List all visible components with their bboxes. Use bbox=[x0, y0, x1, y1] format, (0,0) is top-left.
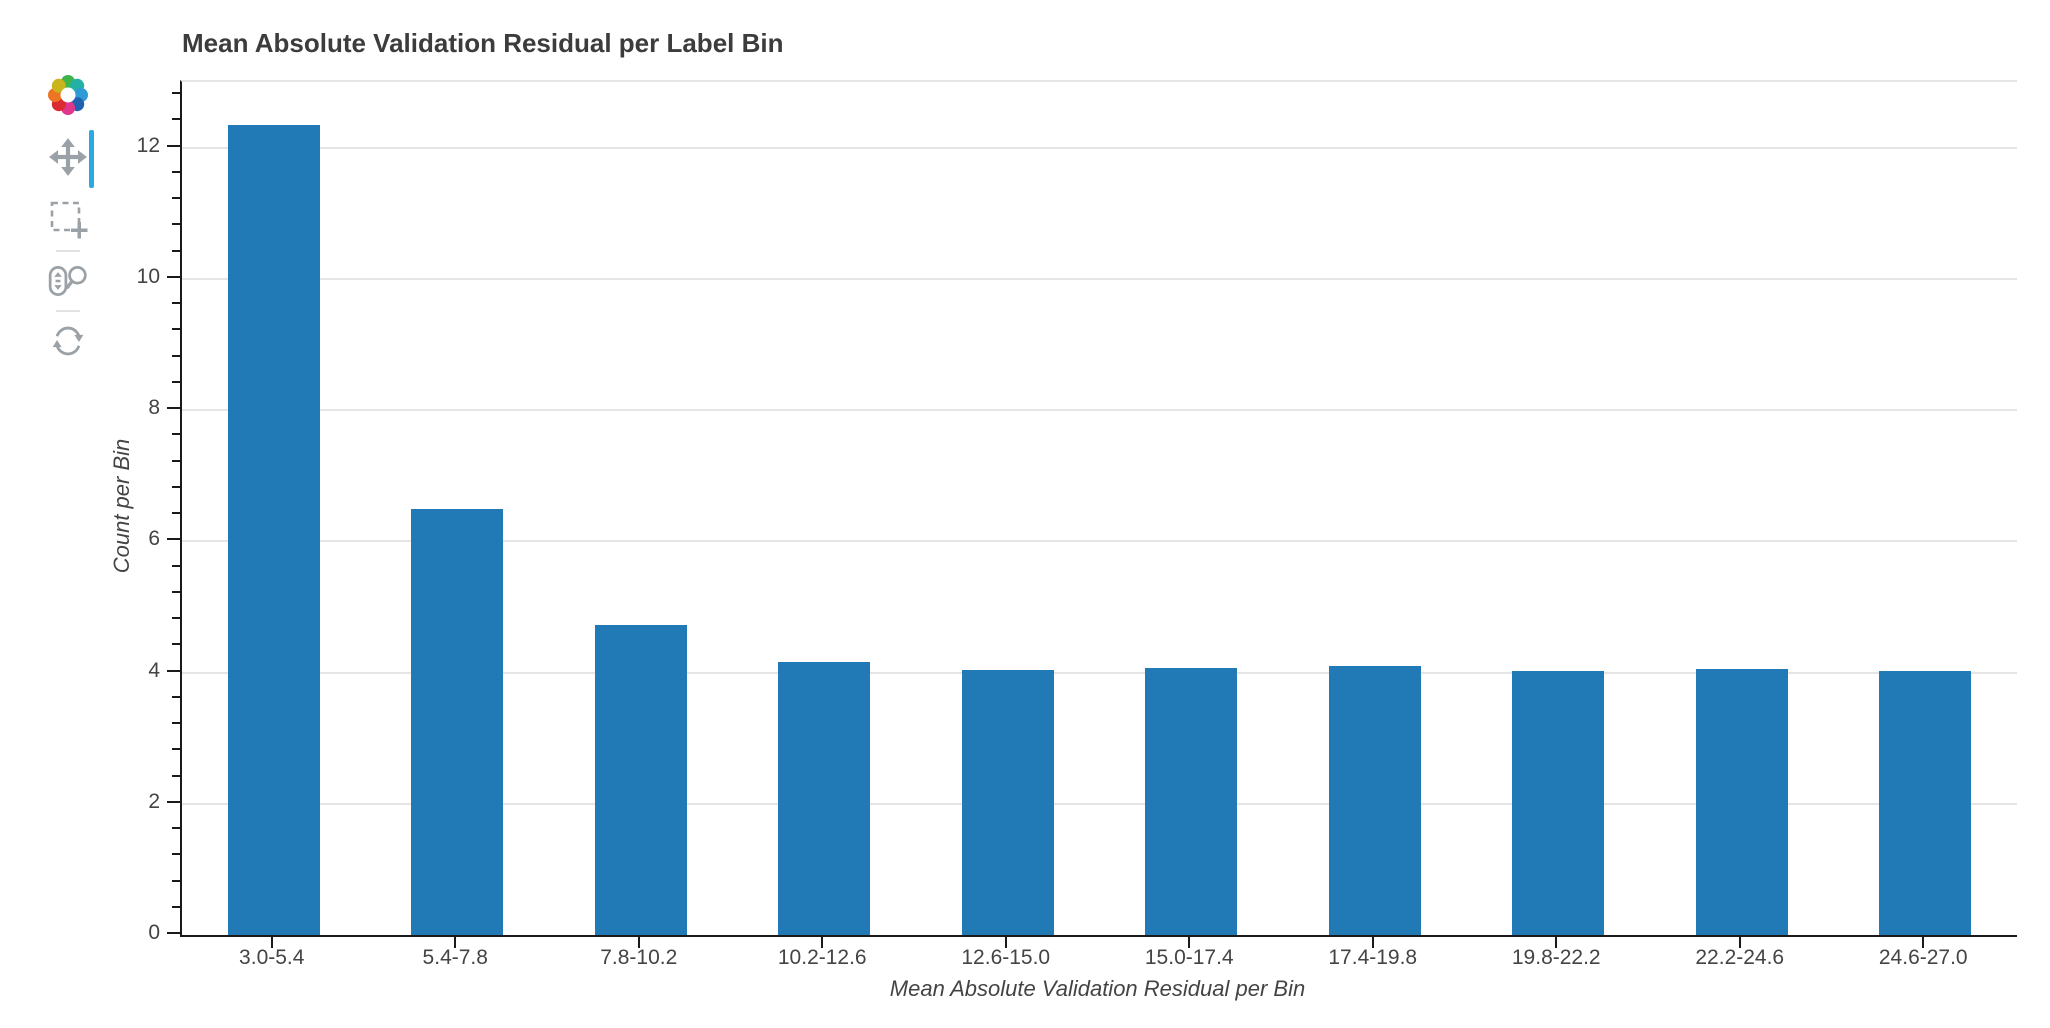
x-tick-label: 5.4-7.8 bbox=[422, 946, 488, 969]
y-minor-tick bbox=[172, 197, 180, 200]
y-tick-label: 2 bbox=[148, 789, 160, 813]
y-minor-tick bbox=[172, 827, 180, 829]
x-tick-label: 22.2-24.6 bbox=[1695, 946, 1785, 969]
bar bbox=[1879, 670, 1972, 935]
y-minor-tick bbox=[172, 118, 180, 121]
y-minor-tick bbox=[172, 774, 180, 777]
x-major-tick bbox=[1004, 935, 1007, 948]
x-major-tick bbox=[1922, 935, 1925, 948]
y-minor-tick bbox=[172, 590, 180, 593]
y-tick-label: 4 bbox=[148, 658, 160, 682]
bokeh-logo[interactable] bbox=[47, 74, 89, 116]
y-minor-tick bbox=[172, 617, 180, 620]
y-minor-tick bbox=[172, 879, 180, 882]
bar bbox=[1695, 669, 1788, 935]
x-major-tick bbox=[1188, 935, 1191, 948]
x-tick-label: 17.4-19.8 bbox=[1328, 946, 1418, 969]
x-tick-label: 12.6-15.0 bbox=[961, 946, 1051, 969]
y-major-tick bbox=[167, 538, 180, 541]
box-zoom-tool-button[interactable] bbox=[47, 198, 89, 240]
y-minor-tick bbox=[172, 695, 180, 698]
y-major-tick bbox=[167, 669, 180, 672]
y-minor-tick bbox=[172, 92, 180, 95]
x-tick-label: 24.6-27.0 bbox=[1878, 946, 1968, 969]
plot-canvas[interactable] bbox=[180, 80, 2017, 937]
gridline bbox=[182, 277, 2017, 280]
active-tool-indicator bbox=[89, 130, 94, 188]
x-major-tick bbox=[454, 935, 457, 948]
y-minor-tick bbox=[172, 459, 180, 462]
y-tick-label: 12 bbox=[136, 133, 160, 157]
y-minor-tick bbox=[172, 170, 180, 173]
gridline bbox=[182, 540, 2017, 543]
reset-tool-button[interactable] bbox=[47, 320, 89, 362]
gridline bbox=[182, 671, 2017, 674]
y-minor-tick bbox=[172, 302, 180, 305]
toolbar-divider bbox=[56, 250, 80, 252]
y-minor-tick bbox=[172, 853, 180, 856]
bar bbox=[1512, 671, 1605, 935]
y-minor-tick bbox=[172, 223, 180, 226]
y-axis-label: Count per Bin bbox=[109, 438, 134, 574]
gridline bbox=[182, 409, 2017, 412]
y-minor-tick bbox=[172, 722, 180, 725]
y-tick-label: 0 bbox=[148, 921, 160, 944]
wheel-zoom-tool-button[interactable] bbox=[47, 260, 89, 302]
bar bbox=[1145, 667, 1238, 935]
x-tick-label: 19.8-22.2 bbox=[1511, 946, 1601, 969]
y-major-tick bbox=[167, 932, 180, 934]
chart-title: Mean Absolute Validation Residual per La… bbox=[182, 28, 784, 58]
x-tick-label: 10.2-12.6 bbox=[777, 946, 867, 969]
x-tick-label: 3.0-5.4 bbox=[239, 946, 305, 969]
y-minor-tick bbox=[172, 748, 180, 751]
x-major-tick bbox=[1738, 935, 1741, 948]
pan-arrows-icon bbox=[49, 138, 87, 176]
bokeh-logo-icon bbox=[48, 75, 88, 115]
y-major-tick bbox=[167, 800, 180, 803]
x-tick-label: 15.0-17.4 bbox=[1144, 946, 1234, 969]
y-major-tick bbox=[167, 407, 180, 410]
y-tick-label: 10 bbox=[136, 264, 160, 288]
reset-icon bbox=[52, 326, 84, 356]
gridline bbox=[182, 146, 2017, 149]
x-tick-label: 7.8-10.2 bbox=[600, 946, 678, 969]
bar bbox=[961, 669, 1054, 935]
pan-tool-button[interactable] bbox=[47, 136, 89, 178]
y-major-tick bbox=[167, 144, 180, 147]
bar bbox=[1328, 665, 1421, 935]
bar bbox=[227, 124, 320, 935]
y-tick-label: 8 bbox=[148, 396, 160, 420]
x-major-tick bbox=[270, 935, 273, 948]
bar bbox=[411, 508, 504, 935]
y-minor-tick bbox=[172, 905, 180, 908]
bar bbox=[778, 662, 871, 935]
box-zoom-icon bbox=[50, 201, 88, 239]
bar bbox=[594, 624, 687, 935]
gridline bbox=[182, 802, 2017, 805]
toolbar bbox=[40, 70, 96, 380]
y-minor-tick bbox=[172, 643, 180, 646]
toolbar-divider bbox=[56, 310, 80, 312]
y-tick-label: 6 bbox=[148, 527, 160, 551]
y-major-tick bbox=[167, 275, 180, 278]
y-minor-tick bbox=[172, 249, 180, 252]
y-minor-tick bbox=[172, 354, 180, 357]
wheel-zoom-icon bbox=[48, 265, 87, 297]
x-major-tick bbox=[1555, 935, 1558, 948]
x-major-tick bbox=[821, 935, 824, 948]
y-minor-tick bbox=[172, 485, 180, 488]
y-minor-tick bbox=[172, 512, 180, 515]
x-major-tick bbox=[1371, 935, 1374, 948]
y-minor-tick bbox=[172, 433, 180, 436]
x-axis-label: Mean Absolute Validation Residual per Bi… bbox=[889, 976, 1306, 1001]
y-minor-tick bbox=[172, 564, 180, 567]
x-major-tick bbox=[637, 935, 640, 948]
y-minor-tick bbox=[172, 328, 180, 331]
y-minor-tick bbox=[172, 380, 180, 383]
